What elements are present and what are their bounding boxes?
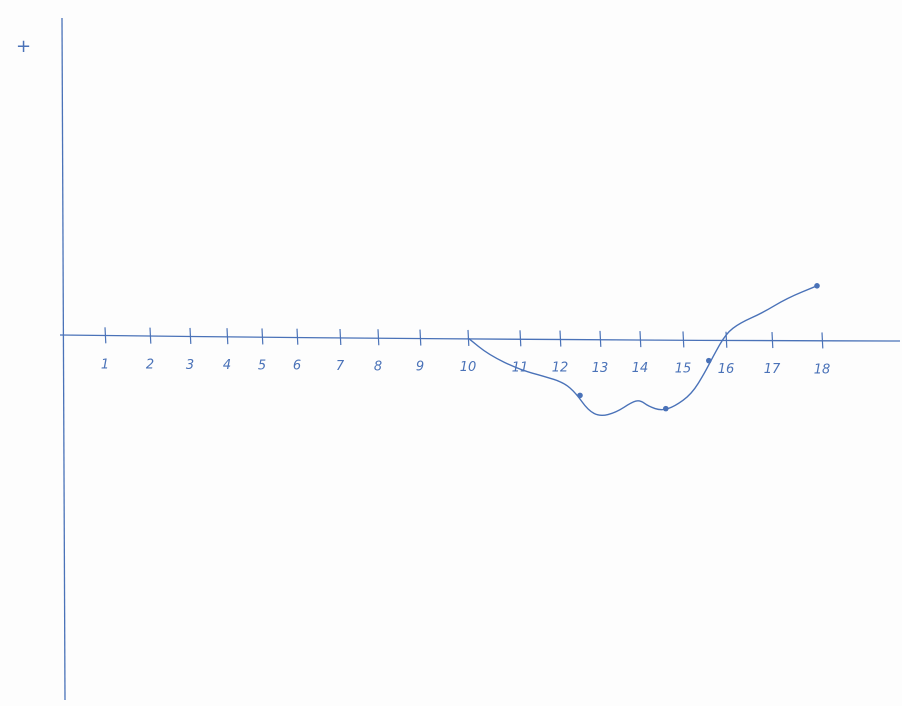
x-tick [296,328,299,345]
x-tick-label: 12 [552,361,569,376]
x-tick-label: 17 [764,362,781,377]
x-tick [821,332,824,349]
series-line [467,285,818,417]
x-tick [104,327,107,344]
axes: + [16,17,901,701]
x-tick-label: 1 [101,357,109,372]
x-tick-label: 14 [632,361,649,376]
x-axis [59,334,901,342]
x-tick-label: 18 [814,362,831,377]
y-positive-marker: + [16,36,31,57]
x-tick-label: 5 [258,358,266,373]
x-tick-label: 2 [146,358,154,373]
data-point [706,357,712,364]
x-tick [226,328,229,345]
x-tick-labels: 1 2 3 4 5 6 7 8 9 10 11 12 13 14 15 16 17 18 [101,357,830,377]
x-tick-label: 15 [675,361,692,376]
x-tick-label: 6 [293,359,301,374]
x-tick [771,332,774,349]
x-ticks [104,327,824,349]
x-tick [639,331,642,348]
x-tick-label: 7 [336,359,345,374]
x-tick [339,328,342,346]
x-tick-label: 13 [592,361,609,376]
series-layer [467,283,820,417]
x-tick-label: 3 [186,358,194,373]
x-tick [189,327,192,344]
data-point [663,405,669,412]
x-tick [599,330,602,347]
data-point [814,283,820,289]
data-point [577,392,583,399]
y-axis [61,17,66,701]
x-tick-label: 8 [374,359,382,374]
x-tick [519,330,522,347]
x-tick-label: 4 [223,358,231,373]
x-tick-label: 16 [718,362,735,377]
x-tick-label: 11 [512,360,529,375]
x-tick [149,327,152,344]
x-tick [419,329,422,346]
x-tick [377,329,380,346]
x-tick-label: 10 [460,360,477,375]
x-tick [559,330,562,347]
x-tick-label: 9 [416,360,424,375]
x-tick [261,328,264,345]
x-tick [682,331,685,348]
